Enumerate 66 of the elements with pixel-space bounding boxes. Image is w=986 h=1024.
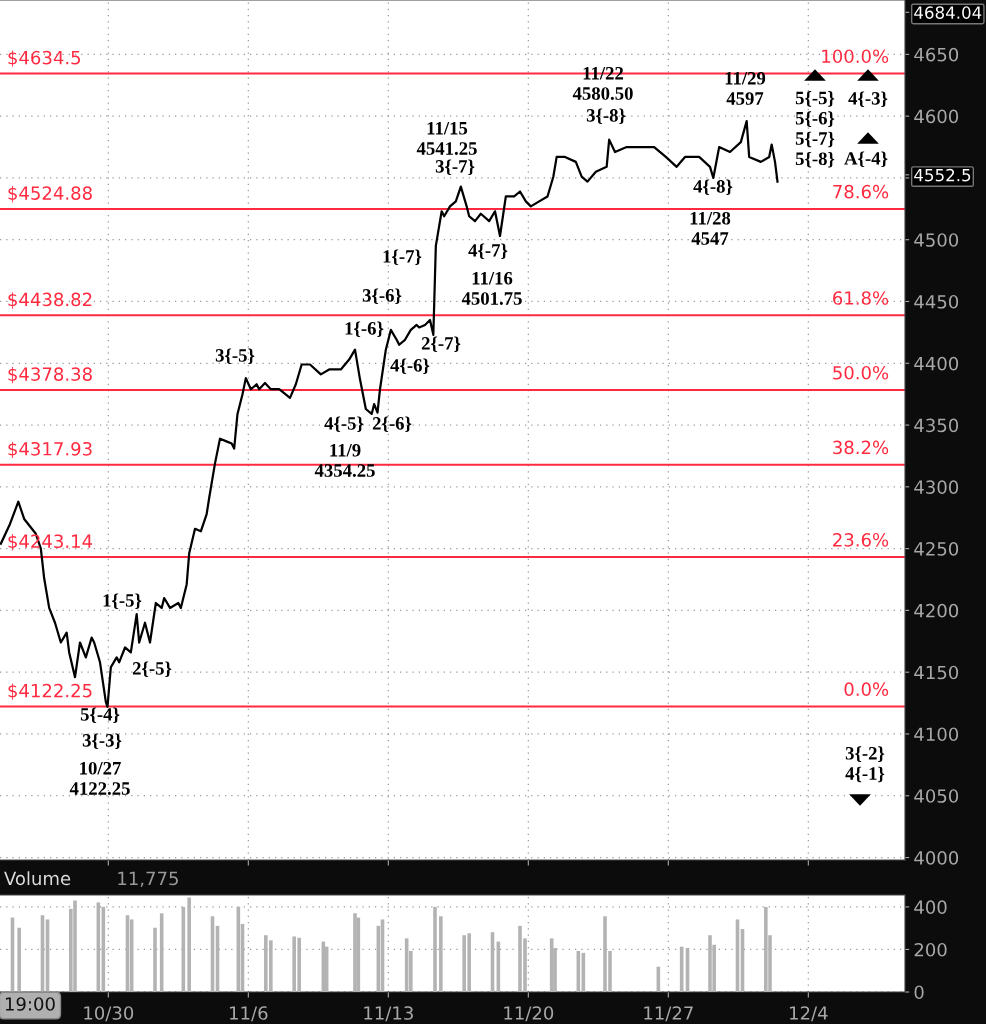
y-tick-label: 4100	[914, 727, 959, 742]
y-tick-label: 4300	[914, 480, 959, 494]
annotation: 61.8%	[833, 291, 889, 305]
annotation: 23.6%	[833, 533, 889, 547]
annotation: 11/29 4597	[725, 71, 766, 105]
y-tick-label: 200	[914, 942, 947, 957]
annotation: 11/15 4541.25	[416, 122, 477, 155]
x-tick-label: 12/4	[790, 1006, 828, 1022]
y-tick-label: 4650	[914, 47, 959, 62]
annotation: 5{-5} 5{-6} 5{-7} 5{-8}	[795, 91, 835, 168]
annotation: 3{-5}	[215, 348, 255, 365]
y-tick-label: 0	[914, 985, 924, 1000]
annotation: 2{-5}	[132, 661, 172, 678]
annotation: 3{-6}	[362, 288, 402, 305]
y-tick-label: 4150	[914, 665, 959, 680]
chart-title: Volume	[4, 871, 71, 886]
annotation: 100.0%	[822, 49, 889, 64]
annotation: 4{-5}	[324, 416, 364, 433]
ref-line-label: $4524.88	[8, 185, 92, 203]
y-tick-label: 4684.04	[914, 6, 982, 19]
y-tick-label: 4600	[914, 109, 959, 124]
y-tick-label: 4000	[914, 850, 959, 865]
ref-line-label: $4317.93	[8, 441, 92, 459]
annotation: 1{-6}	[345, 321, 384, 338]
ref-line-label: $4122.25	[8, 683, 92, 700]
annotation: 4{-7}	[468, 243, 508, 260]
y-tick-label: 4450	[914, 294, 959, 309]
annotation: 78.6%	[833, 184, 889, 199]
annotation: 2{-7}	[421, 336, 461, 353]
annotation: 11/28 4547	[690, 211, 731, 245]
x-tick-label: 11/27	[644, 1006, 693, 1022]
annotation: 4{-8}	[693, 179, 733, 196]
x-tick-label: 11/13	[364, 1006, 413, 1022]
annotation: 1{-5}	[103, 593, 142, 610]
text: 19:00	[5, 997, 55, 1011]
ref-line-label: $4438.82	[8, 292, 92, 309]
y-tick-label: 4050	[914, 789, 959, 803]
annotation: 10/27 4122.25	[69, 761, 130, 795]
x-tick-label: 11/20	[504, 1006, 554, 1022]
annotation: 38.2%	[833, 440, 889, 455]
annotation: 3{-7}	[435, 159, 475, 176]
annotation: 4{-3}	[848, 91, 888, 108]
annotation: 2{-6}	[372, 416, 412, 433]
annotation: 1{-7}	[383, 249, 422, 266]
annotation: 11/16 4501.75	[461, 271, 522, 305]
annotation: 3{-3}	[82, 733, 122, 750]
annotation: 0.0%	[844, 682, 889, 697]
y-tick-label: 4200	[914, 603, 959, 618]
annotation: 3{-8}	[586, 108, 626, 125]
y-tick-label: 4552.5	[914, 168, 971, 182]
y-tick-label: 4500	[914, 233, 959, 247]
x-tick-label: 10/30	[84, 1006, 134, 1022]
annotation: 4{-6}	[390, 358, 430, 375]
annotation: 50.0%	[833, 365, 889, 380]
annotation: 3{-2} 4{-1}	[845, 746, 885, 783]
y-tick-label: 4400	[914, 356, 959, 371]
annotation: 5{-4}	[80, 707, 120, 724]
y-tick-label: 4250	[914, 542, 959, 556]
chart-subtitle: 11,775	[118, 871, 178, 888]
y-tick-label: 400	[914, 900, 947, 915]
ref-line-label: $4634.5	[8, 50, 81, 67]
x-tick-label: 11/6	[230, 1006, 268, 1022]
annotation: 11/9 4354.25	[314, 443, 375, 477]
annotation: A{-4}	[844, 151, 888, 168]
y-tick-label: 4350	[914, 418, 959, 433]
ref-line-label: $4378.38	[8, 366, 92, 384]
